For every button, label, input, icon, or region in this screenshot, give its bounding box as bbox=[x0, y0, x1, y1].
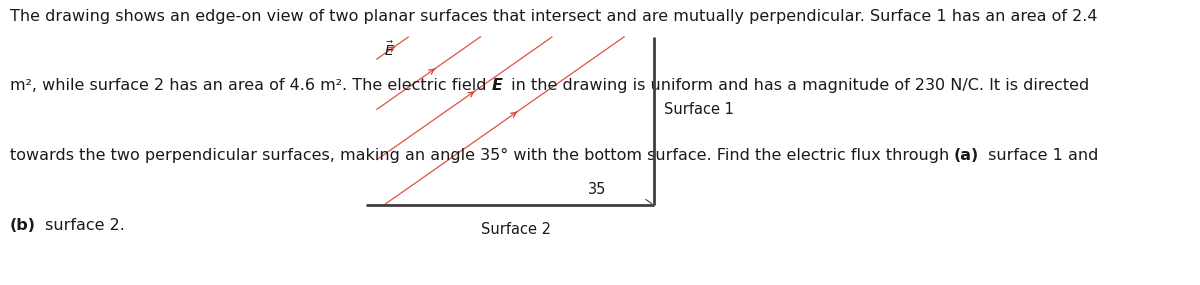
Text: The drawing shows an edge-on view of two planar surfaces that intersect and are : The drawing shows an edge-on view of two… bbox=[10, 9, 1097, 24]
Text: (b): (b) bbox=[10, 218, 36, 233]
Text: Surface 2: Surface 2 bbox=[481, 222, 551, 237]
Text: surface 1 and: surface 1 and bbox=[983, 148, 1098, 163]
Text: surface 2.: surface 2. bbox=[40, 218, 125, 233]
Text: $\vec{E}$: $\vec{E}$ bbox=[384, 40, 395, 58]
Text: E: E bbox=[491, 78, 502, 93]
Text: (a): (a) bbox=[954, 148, 979, 163]
Text: m², while surface 2 has an area of 4.6 m². The electric field: m², while surface 2 has an area of 4.6 m… bbox=[10, 78, 491, 93]
Text: in the drawing is uniform and has a magnitude of 230 N/C. It is directed: in the drawing is uniform and has a magn… bbox=[505, 78, 1088, 93]
Text: Surface 1: Surface 1 bbox=[664, 102, 733, 117]
Text: towards the two perpendicular surfaces, making an angle 35° with the bottom surf: towards the two perpendicular surfaces, … bbox=[10, 148, 954, 163]
Text: 35: 35 bbox=[588, 182, 606, 197]
